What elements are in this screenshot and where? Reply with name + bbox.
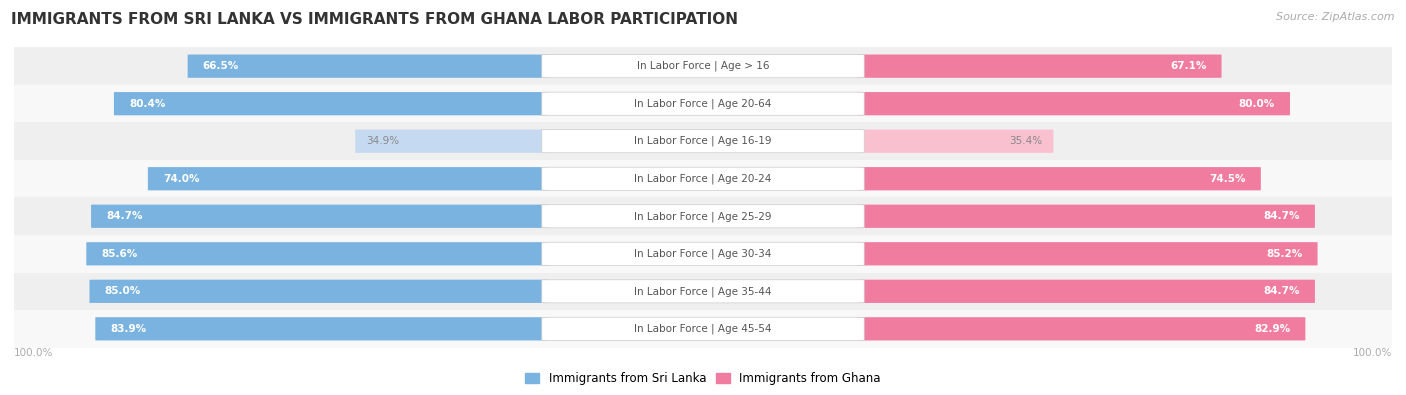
Bar bbox=[14, 85, 1392, 122]
FancyBboxPatch shape bbox=[541, 242, 865, 265]
Text: In Labor Force | Age 35-44: In Labor Force | Age 35-44 bbox=[634, 286, 772, 297]
Text: 74.0%: 74.0% bbox=[163, 174, 200, 184]
FancyBboxPatch shape bbox=[541, 280, 865, 303]
Legend: Immigrants from Sri Lanka, Immigrants from Ghana: Immigrants from Sri Lanka, Immigrants fr… bbox=[520, 367, 886, 390]
Text: 85.2%: 85.2% bbox=[1267, 249, 1302, 259]
FancyBboxPatch shape bbox=[858, 280, 1315, 303]
Text: IMMIGRANTS FROM SRI LANKA VS IMMIGRANTS FROM GHANA LABOR PARTICIPATION: IMMIGRANTS FROM SRI LANKA VS IMMIGRANTS … bbox=[11, 12, 738, 27]
FancyBboxPatch shape bbox=[114, 92, 548, 115]
FancyBboxPatch shape bbox=[858, 55, 1222, 78]
FancyBboxPatch shape bbox=[858, 242, 1317, 265]
Text: 35.4%: 35.4% bbox=[1010, 136, 1042, 146]
FancyBboxPatch shape bbox=[90, 280, 548, 303]
FancyBboxPatch shape bbox=[96, 317, 548, 340]
Text: 100.0%: 100.0% bbox=[1353, 348, 1392, 358]
FancyBboxPatch shape bbox=[541, 167, 865, 190]
Text: 84.7%: 84.7% bbox=[1263, 286, 1299, 296]
Bar bbox=[14, 198, 1392, 235]
FancyBboxPatch shape bbox=[541, 92, 865, 115]
Text: In Labor Force | Age 20-24: In Labor Force | Age 20-24 bbox=[634, 173, 772, 184]
FancyBboxPatch shape bbox=[541, 205, 865, 228]
Text: In Labor Force | Age 30-34: In Labor Force | Age 30-34 bbox=[634, 248, 772, 259]
Bar bbox=[14, 273, 1392, 310]
FancyBboxPatch shape bbox=[148, 167, 548, 190]
FancyBboxPatch shape bbox=[858, 205, 1315, 228]
Text: 85.0%: 85.0% bbox=[104, 286, 141, 296]
FancyBboxPatch shape bbox=[858, 167, 1261, 190]
Text: 84.7%: 84.7% bbox=[1263, 211, 1299, 221]
FancyBboxPatch shape bbox=[187, 55, 548, 78]
Bar bbox=[14, 310, 1392, 348]
Bar bbox=[14, 122, 1392, 160]
FancyBboxPatch shape bbox=[541, 130, 865, 153]
Text: 66.5%: 66.5% bbox=[202, 61, 239, 71]
Bar bbox=[14, 160, 1392, 198]
Bar bbox=[14, 235, 1392, 273]
Text: 80.4%: 80.4% bbox=[129, 99, 166, 109]
Text: In Labor Force | Age 20-64: In Labor Force | Age 20-64 bbox=[634, 98, 772, 109]
Text: 84.7%: 84.7% bbox=[107, 211, 143, 221]
Text: 82.9%: 82.9% bbox=[1254, 324, 1291, 334]
FancyBboxPatch shape bbox=[858, 317, 1305, 340]
FancyBboxPatch shape bbox=[91, 205, 548, 228]
Text: 74.5%: 74.5% bbox=[1209, 174, 1246, 184]
Text: 85.6%: 85.6% bbox=[101, 249, 138, 259]
FancyBboxPatch shape bbox=[86, 242, 548, 265]
Text: 80.0%: 80.0% bbox=[1239, 99, 1275, 109]
Text: In Labor Force | Age 25-29: In Labor Force | Age 25-29 bbox=[634, 211, 772, 222]
Text: 100.0%: 100.0% bbox=[14, 348, 53, 358]
Text: 83.9%: 83.9% bbox=[111, 324, 146, 334]
FancyBboxPatch shape bbox=[541, 55, 865, 78]
FancyBboxPatch shape bbox=[858, 130, 1053, 153]
FancyBboxPatch shape bbox=[858, 92, 1289, 115]
FancyBboxPatch shape bbox=[356, 130, 548, 153]
Text: In Labor Force | Age 16-19: In Labor Force | Age 16-19 bbox=[634, 136, 772, 147]
Text: In Labor Force | Age 45-54: In Labor Force | Age 45-54 bbox=[634, 324, 772, 334]
Text: 34.9%: 34.9% bbox=[367, 136, 399, 146]
Text: Source: ZipAtlas.com: Source: ZipAtlas.com bbox=[1277, 12, 1395, 22]
Text: 67.1%: 67.1% bbox=[1170, 61, 1206, 71]
Text: In Labor Force | Age > 16: In Labor Force | Age > 16 bbox=[637, 61, 769, 71]
FancyBboxPatch shape bbox=[541, 317, 865, 340]
Bar bbox=[14, 47, 1392, 85]
